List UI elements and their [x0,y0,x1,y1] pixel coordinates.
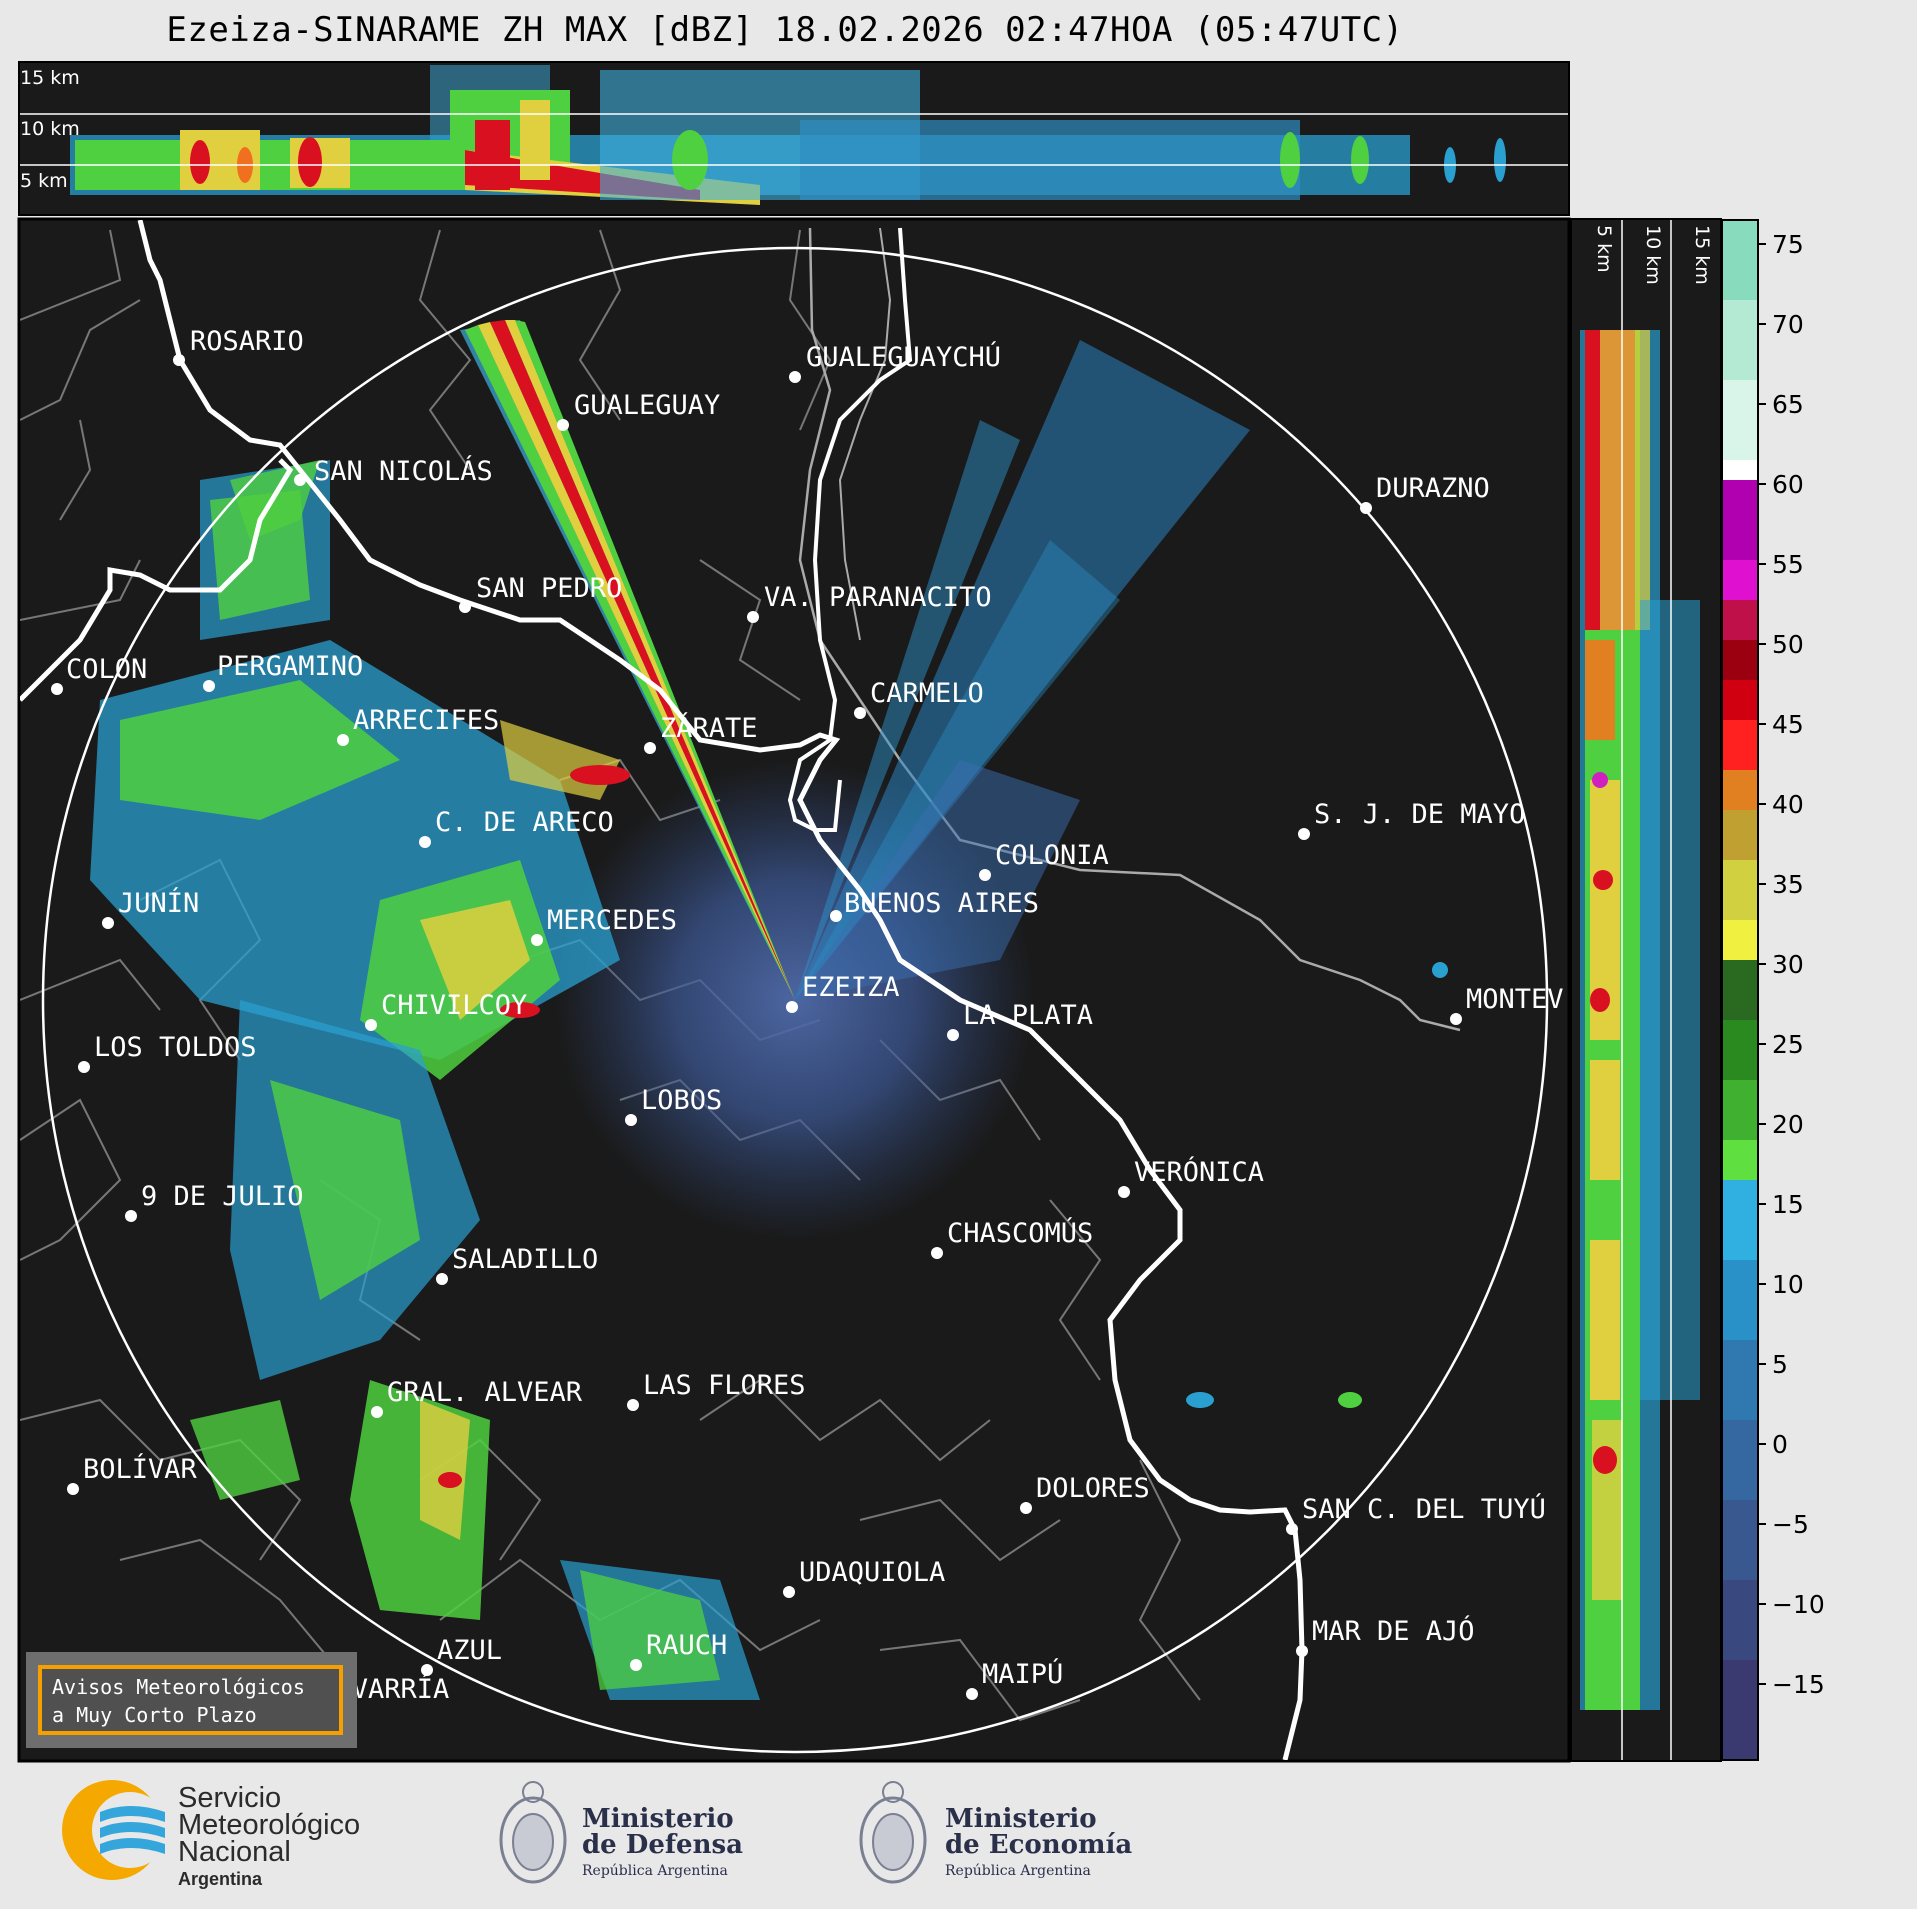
city-label: DOLORES [1036,1473,1150,1504]
city-label: ROSARIO [190,326,304,357]
smn-line3: Nacional [178,1836,291,1868]
colorbar-tick-label: 70 [1772,310,1804,339]
river-coast [787,227,913,832]
city-label: MAIPÚ [982,1658,1063,1690]
economia-seal-icon [859,1781,927,1884]
colorbar-tick-label: 65 [1772,390,1804,419]
side-height-label: 15 km [1691,225,1713,285]
colorbar-tick-label: 45 [1772,710,1804,739]
side-height-panel: 5 km 10 km 15 km [1570,218,1722,1762]
river-uruguay [838,227,892,641]
city-label: COLONIA [995,840,1109,871]
economia-line2: de Economía [945,1830,1133,1860]
avisos-line2: a Muy Corto Plazo [52,1703,257,1727]
city-label: BUENOS AIRES [844,888,1039,919]
defensa-line1: Ministerio [582,1804,734,1834]
colorbar-tick-label: 30 [1772,950,1804,979]
colorbar-tick-label: 50 [1772,630,1804,659]
defensa-line3: República Argentina [582,1863,728,1879]
colorbar-tick-label: 40 [1772,790,1804,819]
city-label: GUALEGUAYCHÚ [806,341,1001,373]
side-height-label: 10 km [1642,225,1664,285]
city-label: CHIVILCOY [381,990,527,1021]
top-height-panel: 15 km 10 km 5 km [18,61,1570,216]
colorbar-tick-label: 25 [1772,1030,1804,1059]
city-label: MONTEV [1466,984,1564,1015]
colorbar-tick-label: 75 [1772,230,1804,259]
defensa-seal-icon [499,1781,567,1884]
smn-line2: Meteorológico [178,1809,361,1841]
city-label: ARRECIFES [353,705,499,736]
city-label: SAN C. DEL TUYÚ [1302,1493,1546,1525]
smn-logo-text: Servicio Meteorológico Nacional Argentin… [178,1782,361,1893]
colorbar-tick-label: 10 [1772,1270,1804,1299]
province-border [20,458,294,702]
radar-echoes [90,320,1448,1700]
city-label: LOBOS [641,1085,722,1116]
range-ring [41,246,1549,1754]
city-label: PERGAMINO [217,651,363,682]
colorbar-tick-label: −10 [1772,1590,1825,1619]
side-height-label: 5 km [1593,225,1615,273]
colorbar-tick-label: 0 [1772,1430,1788,1459]
economia-logo-text: Ministerio de Economía República Argenti… [945,1806,1132,1884]
colorbar-tick-label: 5 [1772,1350,1788,1379]
colorbar-tick-label: −5 [1772,1510,1809,1539]
city-label: DURAZNO [1376,473,1490,504]
smn-line4: Argentina [178,1869,263,1889]
colorbar-tick-label: 20 [1772,1110,1804,1139]
city-label: GRAL. ALVEAR [387,1377,583,1408]
avisos-line1: Avisos Meteorológicos [52,1675,305,1699]
city-label: CHASCOMÚS [947,1217,1093,1249]
city-label: RAUCH [646,1630,727,1661]
colorbar-tick-label: 60 [1772,470,1804,499]
top-height-label: 15 km [20,67,80,89]
city-label: MAR DE AJÓ [1312,1615,1475,1647]
city-label: SAN PEDRO [476,573,622,604]
smn-logo-icon [62,1780,168,1880]
city-label: SALADILLO [452,1244,598,1275]
city-label: COLON [66,654,147,685]
footer-logos [0,1770,1917,1909]
city-label: LA PLATA [963,1000,1093,1031]
colorbar-tick-label: 35 [1772,870,1804,899]
city-label: CARMELO [870,678,984,709]
top-height-label: 10 km [20,118,80,140]
top-height-label: 5 km [20,170,68,192]
defensa-line2: de Defensa [582,1830,743,1860]
city-label: VA. PARANACITO [764,582,992,613]
city-label: UDAQUIOLA [799,1557,945,1588]
radar-map: ROSARIO GUALEGUAYCHÚ GUALEGUAY SAN NICOL… [17,217,1571,1763]
economia-line3: República Argentina [945,1863,1091,1879]
city-label: LOS TOLDOS [94,1032,257,1063]
city-label: AZUL [437,1635,502,1666]
map-title: Ezeiza-SINARAME ZH MAX [dBZ] 18.02.2026 … [166,10,1404,50]
city-label: C. DE ARECO [435,807,614,838]
city-label: MERCEDES [547,905,677,936]
smn-line1: Servicio [178,1782,282,1814]
city-label: ZÁRATE [660,712,758,744]
city-label: S. J. DE MAYO [1314,799,1525,830]
city-label: BOLÍVAR [83,1453,198,1485]
city-label: SAN NICOLÁS [314,455,493,487]
city-label: VERÓNICA [1134,1156,1264,1188]
city-label: LAS FLORES [643,1370,806,1401]
colorbar-tick-label: −15 [1772,1670,1825,1699]
avisos-button[interactable]: Avisos Meteorológicos a Muy Corto Plazo [38,1665,343,1735]
city-label: JUNÍN [118,887,199,919]
coastline [137,220,1305,1760]
colorbar-tick-label: 15 [1772,1190,1804,1219]
city-label: 9 DE JULIO [141,1181,304,1212]
city-label: EZEIZA [802,972,900,1003]
city-layer: ROSARIO GUALEGUAYCHÚ GUALEGUAY SAN NICOL… [51,326,1564,1716]
colorbar-tick-label: 55 [1772,550,1804,579]
defensa-logo-text: Ministerio de Defensa República Argentin… [582,1806,743,1884]
economia-line1: Ministerio [945,1804,1097,1834]
city-label: GUALEGUAY [574,390,720,421]
